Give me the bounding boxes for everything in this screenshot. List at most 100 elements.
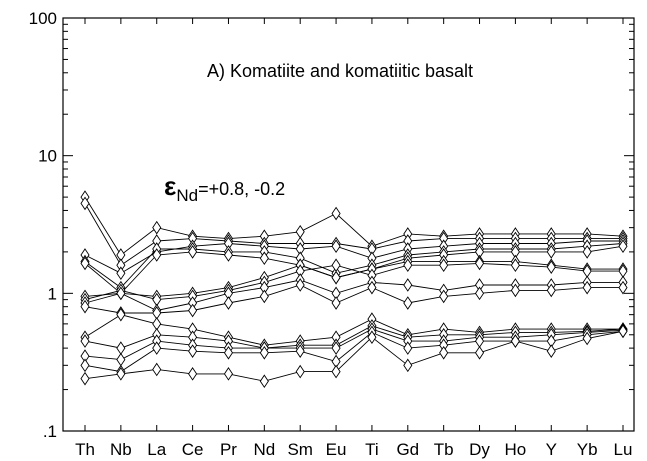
x-tick-label: Gd <box>396 440 419 459</box>
data-point <box>474 345 485 360</box>
series-10 <box>80 307 628 353</box>
x-tick-label: Tb <box>434 440 454 459</box>
data-point <box>582 280 592 295</box>
x-tick-label: Sm <box>287 440 313 459</box>
x-tick-label: Ce <box>182 440 204 459</box>
data-point <box>367 280 377 295</box>
data-point <box>116 367 126 381</box>
series-line <box>84 262 623 301</box>
data-point <box>116 352 126 367</box>
data-point <box>295 344 305 358</box>
series-line <box>84 203 623 266</box>
data-point <box>546 260 556 274</box>
data-point <box>188 245 198 259</box>
data-point <box>116 286 126 301</box>
data-point <box>582 245 592 259</box>
data-point <box>295 278 305 292</box>
y-tick-labels: 100 10 1 .1 <box>29 9 57 441</box>
data-point <box>188 367 198 381</box>
data-point <box>546 283 556 298</box>
data-point <box>80 256 90 271</box>
y-tick-label: 100 <box>29 9 57 28</box>
data-point <box>403 341 413 355</box>
series-line <box>84 279 623 311</box>
series-line <box>84 284 623 314</box>
series-line <box>84 325 624 349</box>
data-point <box>152 248 162 262</box>
data-point <box>546 245 556 259</box>
data-point <box>223 367 234 381</box>
data-point <box>223 248 234 262</box>
series-line <box>84 245 624 294</box>
data-point <box>259 251 269 266</box>
data-point <box>259 345 269 360</box>
data-point <box>295 224 305 239</box>
data-point <box>331 239 341 254</box>
x-tick-label: Eu <box>326 440 347 459</box>
data-point <box>80 371 90 386</box>
x-tick-label: Ho <box>505 440 527 459</box>
x-tick-label: Nd <box>253 440 275 459</box>
x-tick-label: La <box>147 440 166 459</box>
data-point <box>80 299 90 314</box>
x-tick-label: Lu <box>614 440 633 459</box>
series-line <box>84 330 624 382</box>
data-point <box>116 341 126 355</box>
data-point <box>116 266 126 281</box>
data-point <box>331 258 341 273</box>
series-line <box>84 261 623 297</box>
data-point <box>152 220 162 235</box>
data-point <box>618 280 628 295</box>
data-point <box>223 296 234 310</box>
data-point <box>259 374 269 389</box>
data-point <box>403 258 413 273</box>
data-point <box>116 307 126 322</box>
data-point <box>510 283 520 298</box>
data-point <box>152 362 162 377</box>
data-point <box>331 364 341 379</box>
data-point <box>331 270 341 285</box>
series-line <box>84 328 624 361</box>
data-point <box>403 278 413 292</box>
series-3 <box>80 234 628 281</box>
epsilon-symbol: ε <box>164 171 176 201</box>
chart-title: A) Komatiite and komatiitic basalt <box>207 61 473 81</box>
epsilon-subscript: Nd <box>176 186 198 205</box>
data-point <box>188 303 198 318</box>
data-point <box>582 331 592 346</box>
x-tick-label: Nb <box>110 440 132 459</box>
y-tick-label: 10 <box>38 147 57 166</box>
data-point <box>80 358 90 373</box>
data-point <box>295 364 305 379</box>
data-point <box>403 358 413 373</box>
data-point <box>80 196 90 211</box>
series-lines <box>80 190 628 389</box>
x-tick-label: Ti <box>365 440 379 459</box>
data-point <box>152 341 162 355</box>
axis-ticks <box>63 18 634 432</box>
x-tick-label: Pr <box>220 440 237 459</box>
x-tick-label: Th <box>75 440 95 459</box>
data-point <box>474 286 485 301</box>
data-point <box>618 239 628 254</box>
data-point <box>439 289 449 304</box>
series-14 <box>80 324 628 389</box>
data-point <box>546 344 556 358</box>
x-tick-label: Yb <box>577 440 598 459</box>
data-point <box>80 334 90 348</box>
data-point <box>259 289 269 304</box>
epsilon-values: =+0.8, -0.2 <box>198 179 285 199</box>
y-tick-label: .1 <box>43 422 57 441</box>
series-line <box>84 314 623 346</box>
data-point <box>618 324 628 339</box>
data-point <box>510 258 520 273</box>
data-point <box>331 206 341 221</box>
data-point <box>331 341 341 355</box>
series-line <box>84 243 624 289</box>
data-point <box>510 334 520 348</box>
epsilon-nd-annotation: εNd=+0.8, -0.2 <box>164 171 285 205</box>
x-tick-label: Dy <box>469 440 490 459</box>
data-point <box>439 258 449 273</box>
y-tick-label: 1 <box>48 284 57 303</box>
data-point <box>403 296 413 310</box>
